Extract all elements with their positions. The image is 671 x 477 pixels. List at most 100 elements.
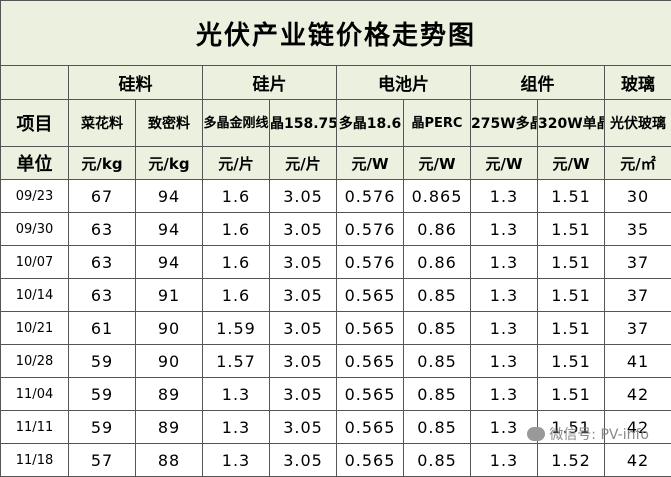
date-cell: 11/18 (1, 444, 69, 477)
price-cell: 61 (69, 312, 136, 345)
item-cell: 致密料 (136, 100, 203, 147)
price-cell: 1.3 (471, 246, 538, 279)
row-label: 单位 (1, 147, 69, 180)
date-cell: 11/04 (1, 378, 69, 411)
unit-cell: 元/kg (136, 147, 203, 180)
price-cell: 3.05 (270, 411, 337, 444)
unit-cell: 元/W (538, 147, 605, 180)
price-cell: 1.59 (203, 312, 270, 345)
price-cell: 1.51 (538, 180, 605, 213)
price-cell: 41 (605, 345, 671, 378)
price-cell: 67 (69, 180, 136, 213)
price-cell: 89 (136, 411, 203, 444)
group-header: 硅料 (69, 66, 203, 100)
price-cell: 30 (605, 180, 671, 213)
price-cell: 1.51 (538, 279, 605, 312)
price-cell: 1.57 (203, 345, 270, 378)
price-cell: 3.05 (270, 345, 337, 378)
price-cell: 1.51 (538, 312, 605, 345)
price-cell: 94 (136, 180, 203, 213)
price-cell: 1.51 (538, 345, 605, 378)
title: 光伏产业链价格走势图 (1, 1, 671, 66)
price-cell: 1.3 (203, 378, 270, 411)
unit-cell: 元/㎡ (605, 147, 671, 180)
price-cell: 1.3 (471, 213, 538, 246)
price-cell: 0.576 (337, 213, 404, 246)
price-cell: 3.05 (270, 312, 337, 345)
unit-cell: 元/W (404, 147, 471, 180)
watermark: 微信号: PV-info (527, 424, 649, 444)
unit-cell: 元/W (337, 147, 404, 180)
price-cell: 0.85 (404, 444, 471, 477)
date-cell: 10/28 (1, 345, 69, 378)
price-cell: 89 (136, 378, 203, 411)
price-cell: 3.05 (270, 213, 337, 246)
row-label: 项目 (1, 100, 69, 147)
price-cell: 1.3 (471, 312, 538, 345)
price-cell: 0.85 (404, 345, 471, 378)
price-cell: 0.85 (404, 312, 471, 345)
price-cell: 1.3 (471, 180, 538, 213)
title-row: 光伏产业链价格走势图 (1, 1, 671, 66)
price-cell: 63 (69, 213, 136, 246)
price-cell: 1.3 (471, 279, 538, 312)
price-cell: 0.85 (404, 378, 471, 411)
price-cell: 0.565 (337, 279, 404, 312)
price-cell: 1.3 (471, 444, 538, 477)
unit-cell: 元/片 (270, 147, 337, 180)
price-cell: 90 (136, 345, 203, 378)
price-cell: 3.05 (270, 444, 337, 477)
item-cell: 晶PERC (404, 100, 471, 147)
date-cell: 10/21 (1, 312, 69, 345)
group-row: 硅料 硅片 电池片 组件 玻璃 (1, 66, 671, 100)
price-cell: 0.86 (404, 213, 471, 246)
price-cell: 1.3 (471, 378, 538, 411)
price-cell: 1.3 (203, 411, 270, 444)
price-cell: 57 (69, 444, 136, 477)
price-cell: 1.51 (538, 213, 605, 246)
price-cell: 88 (136, 444, 203, 477)
price-cell: 1.51 (538, 246, 605, 279)
date-cell: 10/07 (1, 246, 69, 279)
price-cell: 59 (69, 378, 136, 411)
unit-cell: 元/片 (203, 147, 270, 180)
price-cell: 1.6 (203, 213, 270, 246)
price-cell: 0.85 (404, 279, 471, 312)
price-cell: 1.3 (471, 345, 538, 378)
item-cell: 320W单晶 (538, 100, 605, 147)
date-cell: 10/14 (1, 279, 69, 312)
group-header: 电池片 (337, 66, 471, 100)
price-cell: 0.865 (404, 180, 471, 213)
price-cell: 1.52 (538, 444, 605, 477)
price-cell: 1.6 (203, 246, 270, 279)
price-cell: 35 (605, 213, 671, 246)
item-cell: 菜花料 (69, 100, 136, 147)
unit-cell: 元/kg (69, 147, 136, 180)
price-cell: 1.6 (203, 279, 270, 312)
price-cell: 3.05 (270, 279, 337, 312)
price-cell: 63 (69, 246, 136, 279)
price-cell: 0.565 (337, 411, 404, 444)
item-cell: 多晶18.6 (337, 100, 404, 147)
price-cell: 0.85 (404, 411, 471, 444)
unit-cell: 元/W (471, 147, 538, 180)
date-cell: 09/23 (1, 180, 69, 213)
price-cell: 0.565 (337, 444, 404, 477)
price-cell: 37 (605, 279, 671, 312)
price-cell: 0.576 (337, 180, 404, 213)
item-cell: 多晶金刚线 (203, 100, 270, 147)
group-header: 硅片 (203, 66, 337, 100)
item-cell: 晶158.75 (270, 100, 337, 147)
price-cell: 90 (136, 312, 203, 345)
price-cell: 91 (136, 279, 203, 312)
price-cell: 63 (69, 279, 136, 312)
wechat-icon (527, 427, 545, 441)
price-cell: 94 (136, 213, 203, 246)
watermark-text: 微信号: PV-info (549, 424, 649, 444)
